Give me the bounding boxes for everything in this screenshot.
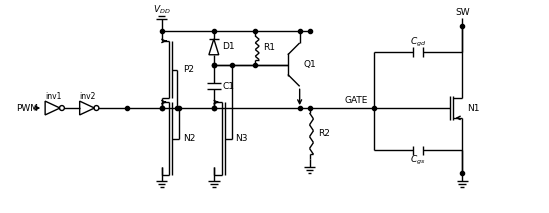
Text: N3: N3	[236, 134, 248, 143]
Text: C1: C1	[223, 82, 235, 91]
Text: $C_{gs}$: $C_{gs}$	[410, 154, 426, 167]
Text: inv1: inv1	[45, 92, 61, 101]
Text: $V_{DD}$: $V_{DD}$	[153, 3, 170, 16]
Text: GATE: GATE	[344, 96, 368, 105]
Text: N1: N1	[467, 104, 480, 112]
Text: R2: R2	[318, 129, 330, 138]
Text: R1: R1	[263, 43, 275, 52]
Text: Q1: Q1	[304, 60, 316, 69]
Text: PWM: PWM	[16, 104, 38, 112]
Text: inv2: inv2	[80, 92, 96, 101]
Text: D1: D1	[222, 42, 234, 51]
Text: N2: N2	[183, 134, 195, 143]
Text: $C_{gd}$: $C_{gd}$	[410, 36, 426, 49]
Text: SW: SW	[455, 8, 470, 17]
Text: P2: P2	[183, 65, 194, 74]
